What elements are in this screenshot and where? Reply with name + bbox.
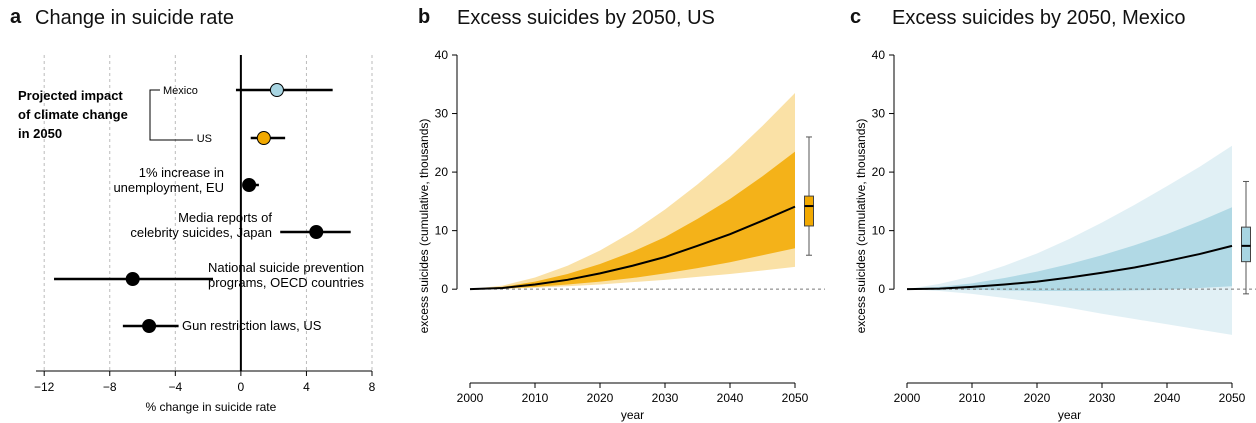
- y-tick-label: 40: [435, 48, 449, 62]
- y-tick-label: 30: [872, 107, 886, 121]
- group-label: in 2050: [18, 126, 62, 141]
- boxplot-box: [804, 195, 814, 227]
- x-tick-label: 2020: [1024, 391, 1051, 405]
- x-tick-label: −12: [34, 380, 55, 394]
- point-marker: [269, 83, 284, 97]
- row-label: National suicide prevention: [208, 260, 364, 275]
- row-label: Mexico: [163, 85, 198, 97]
- group-label: of climate change: [18, 107, 128, 122]
- x-tick-label: 2000: [457, 391, 484, 405]
- row-label: 1% increase in: [139, 165, 224, 180]
- x-axis-label: year: [621, 408, 644, 422]
- point-marker: [142, 319, 157, 333]
- panel-a: a Change in suicide rate −12 −8 −4 0 4 8 % cha…: [0, 0, 400, 423]
- x-tick-label: 2000: [894, 391, 921, 405]
- y-tick-label: 0: [878, 282, 885, 296]
- x-tick-label: 4: [303, 380, 310, 394]
- point-marker: [256, 131, 271, 145]
- forest-plot: −12 −8 −4 0 4 8 % change in suicide rate Mexico…: [18, 55, 376, 414]
- uncertainty-band-inner: [907, 207, 1232, 291]
- median-line: [469, 205, 796, 291]
- row-label: unemployment, EU: [113, 180, 224, 195]
- x-tick-label: 2020: [587, 391, 614, 405]
- y-tick-label: 30: [435, 107, 449, 121]
- y-tick-label: 40: [872, 48, 886, 62]
- panel-b: b Excess suicides by 2050, US 0 10 20 30 40 2…: [400, 0, 830, 423]
- point-marker: [125, 272, 140, 286]
- row-label: Media reports of: [178, 210, 272, 225]
- point-marker: [242, 178, 257, 192]
- y-axis-label: excess suicides (cumulative, thousands): [854, 119, 868, 334]
- y-tick-label: 10: [435, 224, 449, 238]
- x-axis-label: % change in suicide rate: [146, 400, 277, 414]
- row-label: celebrity suicides, Japan: [130, 225, 272, 240]
- x-tick-label: 2050: [1219, 391, 1246, 405]
- y-tick-label: 20: [435, 165, 449, 179]
- y-tick-label: 0: [441, 282, 448, 296]
- x-tick-label: 2030: [652, 391, 679, 405]
- panel-a-letter: a: [10, 6, 22, 28]
- point-marker: [309, 225, 324, 239]
- group-label: Projected impact: [18, 88, 123, 103]
- x-tick-label: −4: [168, 380, 182, 394]
- y-tick-label: 20: [872, 165, 886, 179]
- row-label: Gun restriction laws, US: [182, 318, 322, 333]
- boxplot-box: [1241, 226, 1251, 263]
- x-tick-label: 2050: [782, 391, 809, 405]
- panel-a-title: Change in suicide rate: [35, 7, 235, 29]
- panel-c: c Excess suicides by 2050, Mexico 0 10 20 3…: [830, 0, 1256, 423]
- x-tick-label: −8: [103, 380, 117, 394]
- panel-c-title: Excess suicides by 2050, Mexico: [892, 7, 1186, 29]
- x-tick-label: 2040: [717, 391, 744, 405]
- x-tick-label: 2010: [959, 391, 986, 405]
- x-tick-label: 2010: [522, 391, 549, 405]
- panel-b-title: Excess suicides by 2050, US: [457, 7, 715, 29]
- group-bracket: [149, 89, 193, 141]
- y-tick-label: 10: [872, 224, 886, 238]
- median-line: [906, 244, 1233, 291]
- x-tick-label: 0: [238, 380, 245, 394]
- x-axis-label: year: [1058, 408, 1081, 422]
- panel-b-letter: b: [418, 6, 431, 28]
- panel-c-letter: c: [850, 6, 862, 28]
- x-tick-label: 2030: [1089, 391, 1116, 405]
- uncertainty-band-inner: [470, 151, 795, 290]
- x-tick-label: 2040: [1154, 391, 1181, 405]
- row-label: programs, OECD countries: [208, 275, 365, 290]
- row-label: US: [197, 133, 212, 145]
- y-axis-label: excess suicides (cumulative, thousands): [417, 119, 431, 334]
- x-tick-label: 8: [369, 380, 376, 394]
